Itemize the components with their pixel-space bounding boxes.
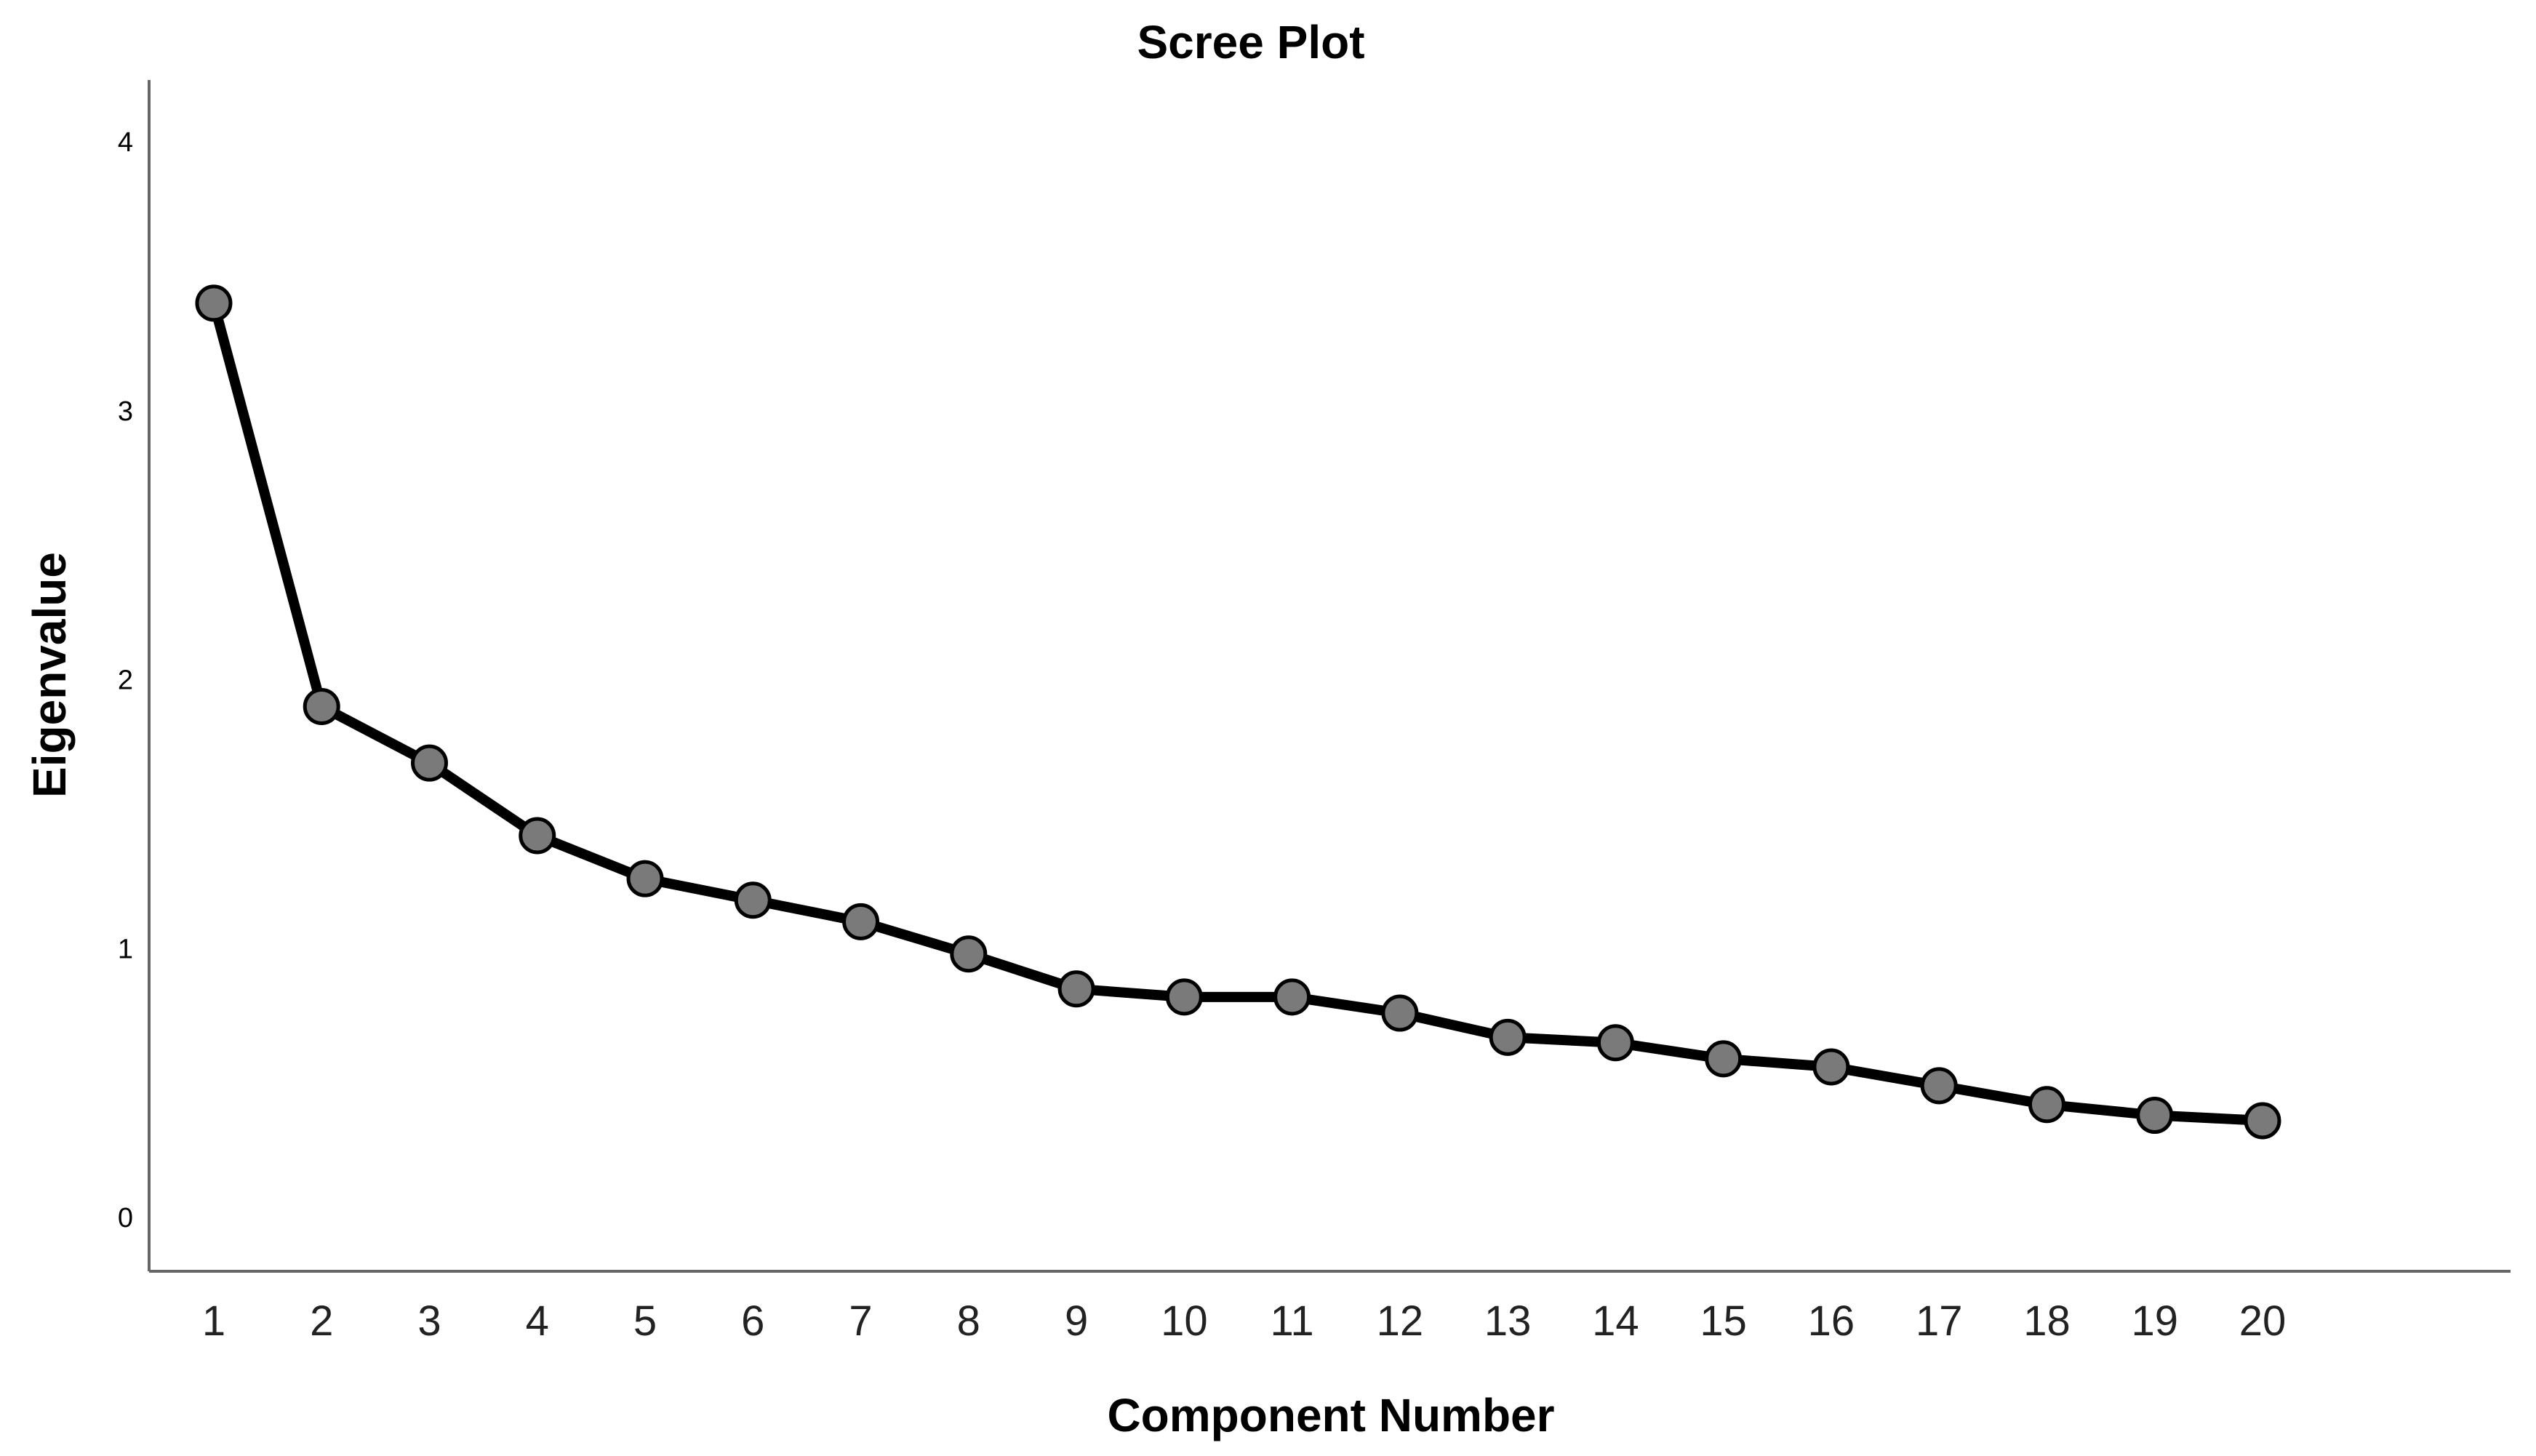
data-point	[519, 817, 556, 855]
data-point	[1165, 978, 1203, 1016]
data-point	[1057, 970, 1095, 1008]
x-tick-label: 16	[1808, 1297, 1855, 1345]
x-tick-label: 5	[633, 1297, 657, 1345]
data-point	[2028, 1086, 2065, 1124]
x-tick-label: 20	[2239, 1297, 2287, 1345]
data-point	[1596, 1024, 1634, 1062]
y-tick-label: 2	[118, 665, 133, 696]
x-tick-label: 15	[1700, 1297, 1747, 1345]
y-tick-label: 0	[118, 1203, 133, 1233]
x-tick-label: 17	[1916, 1297, 1963, 1345]
x-tick-label: 11	[1270, 1297, 1313, 1345]
data-point	[950, 935, 988, 973]
data-point	[2244, 1102, 2281, 1140]
data-point	[2136, 1097, 2174, 1135]
x-axis-title: Component Number	[1107, 1389, 1554, 1441]
data-point	[1812, 1048, 1850, 1086]
x-tick-label: 13	[1484, 1297, 1532, 1345]
x-tick-label: 2	[310, 1297, 333, 1345]
data-point	[195, 284, 233, 322]
x-tick-labels: 1 2 3 4 5 6 7 8 9 10 11 12 13 14 15 16 17 18 19 20	[202, 1297, 2286, 1345]
data-point	[1920, 1067, 1958, 1105]
data-point	[303, 688, 340, 726]
chart-title: Scree Plot	[1137, 16, 1364, 68]
x-tick-label: 19	[2131, 1297, 2178, 1345]
y-tick-label: 4	[118, 127, 133, 158]
x-tick-label: 12	[1377, 1297, 1424, 1345]
data-point	[626, 860, 664, 897]
x-tick-label: 3	[417, 1297, 441, 1345]
x-tick-label: 7	[849, 1297, 872, 1345]
x-tick-label: 4	[526, 1297, 549, 1345]
data-point	[1705, 1040, 1743, 1078]
data-point	[1381, 994, 1419, 1032]
data-point	[1273, 978, 1311, 1016]
y-axis-title: Eigenvalue	[23, 552, 76, 798]
x-tick-label: 1	[202, 1297, 225, 1345]
data-point	[410, 744, 448, 782]
data-points	[195, 284, 2281, 1140]
x-tick-label: 18	[2023, 1297, 2071, 1345]
data-point	[842, 903, 880, 940]
y-tick-labels: 0 1 2 3 4	[118, 127, 133, 1233]
data-point	[734, 881, 772, 919]
x-tick-label: 8	[957, 1297, 980, 1345]
x-tick-label: 14	[1592, 1297, 1639, 1345]
x-tick-label: 9	[1065, 1297, 1088, 1345]
data-point	[1489, 1018, 1527, 1056]
x-tick-label: 6	[741, 1297, 764, 1345]
y-tick-label: 3	[118, 396, 133, 427]
y-tick-label: 1	[118, 934, 133, 964]
x-tick-label: 10	[1161, 1297, 1208, 1345]
